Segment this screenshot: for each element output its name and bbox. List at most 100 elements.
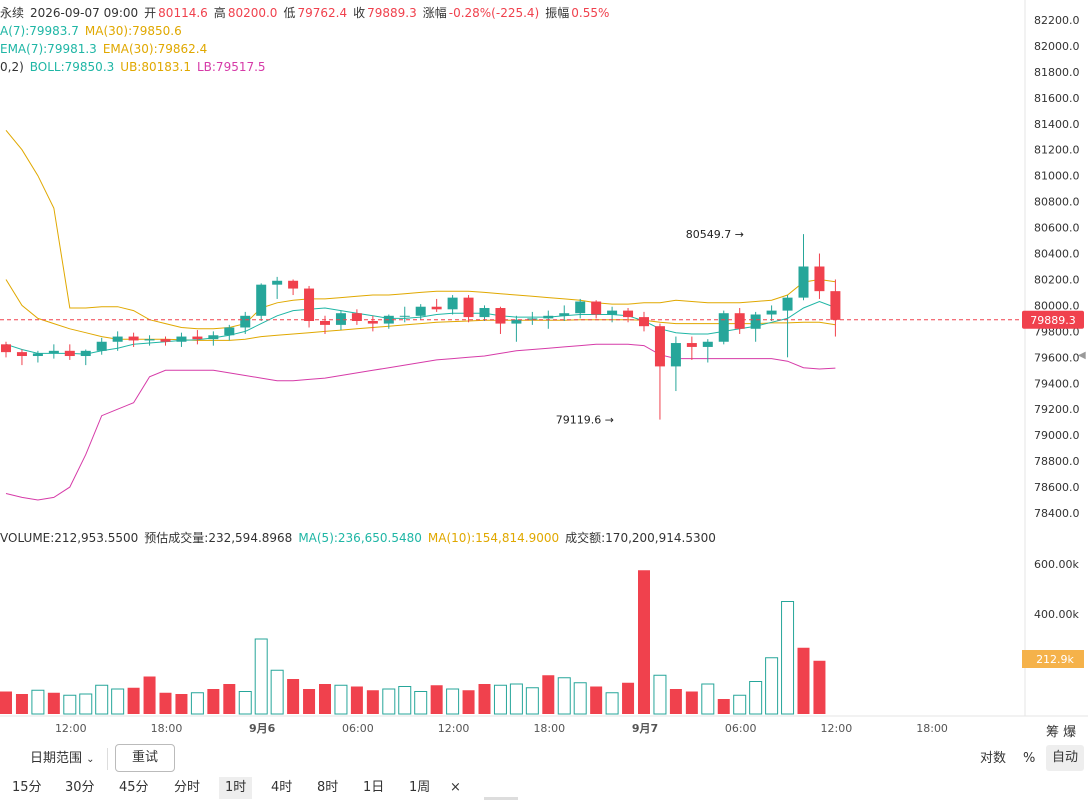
price-tick-label: 80000.0 bbox=[1034, 299, 1080, 312]
price-tick-label: 79600.0 bbox=[1034, 351, 1080, 364]
candle-body bbox=[575, 301, 586, 314]
candle-body bbox=[112, 336, 123, 342]
volume-bar bbox=[414, 691, 428, 715]
candle-body bbox=[399, 315, 410, 317]
high-value: 80200.0 bbox=[227, 6, 278, 20]
volume-bar bbox=[270, 669, 284, 715]
interval-1d[interactable]: 1日 bbox=[363, 780, 385, 795]
high-annotation: 80549.7 → bbox=[686, 228, 744, 241]
interval-timeshare[interactable]: 分时 bbox=[174, 780, 201, 795]
interval-45m[interactable]: 45分 bbox=[119, 780, 149, 795]
volume-bar bbox=[557, 677, 571, 715]
price-tick-label: 78800.0 bbox=[1034, 455, 1080, 468]
volume-ma10: MA(10):154,814.9000 bbox=[427, 531, 560, 545]
volume-bar bbox=[238, 691, 252, 715]
volume-bar bbox=[207, 689, 220, 714]
interval-4h[interactable]: 4时 bbox=[271, 780, 293, 795]
interval-8h[interactable]: 8时 bbox=[317, 780, 339, 795]
volume-bar bbox=[446, 688, 460, 715]
retry-button[interactable]: 重试 bbox=[115, 744, 175, 772]
volume-bar bbox=[717, 699, 730, 714]
candle-body bbox=[224, 327, 235, 336]
boll-mid-value: BOLL:79850.3 bbox=[29, 60, 115, 74]
volume-axis: 600.00k 400.00k bbox=[1034, 558, 1079, 621]
close-icon[interactable]: × bbox=[450, 780, 461, 795]
interval-1h[interactable]: 1时 bbox=[219, 777, 253, 799]
volume-bar bbox=[685, 691, 698, 714]
candle-body bbox=[543, 315, 554, 319]
candle-body bbox=[256, 284, 267, 316]
candle-body bbox=[431, 306, 442, 310]
price-tick-label: 78400.0 bbox=[1034, 507, 1080, 520]
volume-bar bbox=[509, 683, 523, 715]
price-tick-label: 82000.0 bbox=[1034, 40, 1080, 53]
volume-bar bbox=[111, 688, 125, 715]
corner-tools[interactable]: 筹 爆 bbox=[1046, 725, 1077, 740]
ema7-value: EMA(7):79981.3 bbox=[0, 42, 97, 56]
volume-bar bbox=[430, 685, 443, 714]
volume-bar bbox=[0, 691, 12, 714]
time-tick-label: 18:00 bbox=[533, 722, 565, 735]
candle-body bbox=[80, 350, 91, 357]
candle-body bbox=[48, 350, 59, 354]
time-tick-label: 12:00 bbox=[438, 722, 470, 735]
interval-bar: 15分 30分 45分 分时 1时 4时 8时 1日 1周 × bbox=[0, 775, 1088, 800]
candle-body bbox=[527, 318, 538, 320]
candle-body bbox=[782, 297, 793, 311]
interval-1w[interactable]: 1周 bbox=[409, 780, 431, 795]
candle-body bbox=[128, 336, 139, 341]
ma-slow-line bbox=[5, 279, 836, 341]
price-tick-label: 81600.0 bbox=[1034, 92, 1080, 105]
candle-body bbox=[463, 297, 474, 318]
percent-scale-button[interactable]: % bbox=[1023, 751, 1036, 766]
candle-body bbox=[623, 310, 634, 318]
candle-body bbox=[718, 313, 729, 342]
amplitude-value: 0.55% bbox=[571, 6, 610, 20]
volume-value: VOLUME:212,953.5500 bbox=[0, 531, 139, 545]
price-tick-label: 80400.0 bbox=[1034, 248, 1080, 261]
collapse-arrow-icon[interactable]: ◀ bbox=[1078, 350, 1086, 361]
candle-body bbox=[320, 320, 330, 325]
interval-30m[interactable]: 30分 bbox=[65, 780, 95, 795]
candle-body bbox=[479, 308, 490, 318]
scroll-handle[interactable] bbox=[484, 797, 518, 800]
volume-bar bbox=[63, 694, 77, 715]
candle-body bbox=[654, 326, 665, 367]
price-tick-label: 81400.0 bbox=[1034, 118, 1080, 131]
auto-scale-button[interactable]: 自动 bbox=[1046, 745, 1084, 771]
candle-body bbox=[208, 335, 219, 340]
volume-bar bbox=[334, 684, 348, 715]
open-label: 开 bbox=[144, 6, 157, 20]
volume-bar bbox=[701, 683, 715, 715]
bollinger-bands bbox=[5, 129, 836, 501]
volume-bar bbox=[350, 686, 363, 714]
candle-body bbox=[495, 308, 506, 324]
candle-body bbox=[447, 297, 458, 310]
candle-body bbox=[750, 314, 761, 329]
volume-tick-label: 400.00k bbox=[1034, 608, 1079, 621]
candle-body bbox=[288, 280, 299, 289]
boll-lower-line bbox=[5, 343, 836, 501]
log-scale-button[interactable]: 对数 bbox=[980, 751, 1007, 766]
volume-bar bbox=[223, 684, 236, 714]
candle-body bbox=[415, 306, 426, 316]
volume-bar bbox=[175, 694, 188, 714]
boll-upper-line bbox=[5, 129, 836, 330]
volume-bar bbox=[781, 601, 795, 715]
time-tick-label: 12:00 bbox=[55, 722, 87, 735]
candle-body bbox=[591, 301, 602, 315]
date-range-button[interactable]: 日期范围 ⌄ bbox=[14, 748, 108, 770]
volume-bar bbox=[733, 694, 747, 715]
candle-body bbox=[830, 291, 841, 320]
interval-15m[interactable]: 15分 bbox=[12, 780, 42, 795]
current-volume-tag bbox=[1022, 650, 1084, 668]
volume-bar bbox=[398, 686, 412, 715]
current-volume-text: 212.9k bbox=[1036, 653, 1074, 666]
time-tick-label: 18:00 bbox=[151, 722, 183, 735]
boll-params: 0,2) bbox=[0, 60, 24, 74]
volume-bar bbox=[366, 690, 379, 714]
candle-body bbox=[1, 344, 11, 353]
candle-body bbox=[607, 310, 618, 315]
open-value: 80114.6 bbox=[158, 6, 208, 20]
